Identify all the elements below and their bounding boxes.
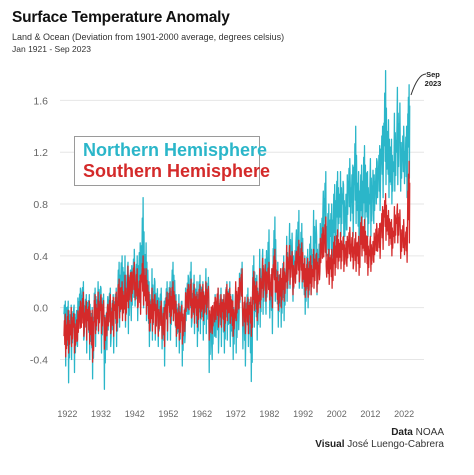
data-credit-value: NOAA — [415, 427, 444, 438]
visual-credit-label: Visual — [315, 439, 345, 450]
annotation-year: 2023 — [425, 79, 442, 88]
chart-period: Jan 1921 - Sep 2023 — [12, 44, 91, 54]
visual-credit-value: José Luengo-Cabrera — [347, 439, 444, 450]
sep-2023-annotation: Sep 2023 — [410, 70, 442, 96]
chart-title: Surface Temperature Anomaly — [12, 9, 230, 26]
y-axis-ticks: -0.4 0.0 0.4 0.8 1.2 1.6 — [30, 95, 48, 366]
y-tick-label-2: 0.4 — [33, 251, 48, 263]
x-tick-label-1: 1932 — [91, 409, 111, 419]
y-tick-label-1: 0.0 — [33, 303, 48, 315]
x-tick-label-5: 1972 — [226, 409, 246, 419]
x-tick-label-7: 1992 — [293, 409, 313, 419]
y-tick-label-0: -0.4 — [30, 354, 48, 366]
x-axis-ticks: 1922 1932 1942 1952 1962 1972 1982 1992 2002 2012… — [57, 409, 414, 419]
chart-subtitle: Land & Ocean (Deviation from 1901-2000 a… — [12, 32, 285, 42]
x-tick-label-3: 1952 — [158, 409, 178, 419]
x-tick-label-6: 1982 — [259, 409, 279, 419]
y-tick-label-4: 1.2 — [33, 147, 48, 159]
x-tick-label-10: 2022 — [394, 409, 414, 419]
series-southern-hemisphere — [63, 160, 411, 363]
annotation-pointer — [410, 73, 427, 96]
y-tick-label-5: 1.6 — [33, 95, 48, 107]
series-line-northern — [63, 69, 411, 390]
y-tick-label-3: 0.8 — [33, 199, 48, 211]
visual-credit: Visual José Luengo-Cabrera — [315, 439, 444, 450]
series-northern-hemisphere — [63, 69, 411, 390]
data-credit-label: Data — [391, 427, 413, 438]
data-credit: Data NOAA — [391, 427, 444, 438]
legend-southern-hemisphere: Southern Hemisphere — [83, 161, 271, 181]
x-tick-label-9: 2012 — [360, 409, 380, 419]
x-tick-label-2: 1942 — [125, 409, 145, 419]
x-tick-label-4: 1962 — [192, 409, 212, 419]
x-tick-label-0: 1922 — [57, 409, 77, 419]
annotation-month: Sep — [426, 70, 440, 79]
x-tick-label-8: 2002 — [327, 409, 347, 419]
legend: Northern Hemisphere Southern Hemisphere — [74, 136, 270, 186]
series-line-southern — [63, 160, 411, 363]
legend-northern-hemisphere: Northern Hemisphere — [83, 140, 268, 160]
